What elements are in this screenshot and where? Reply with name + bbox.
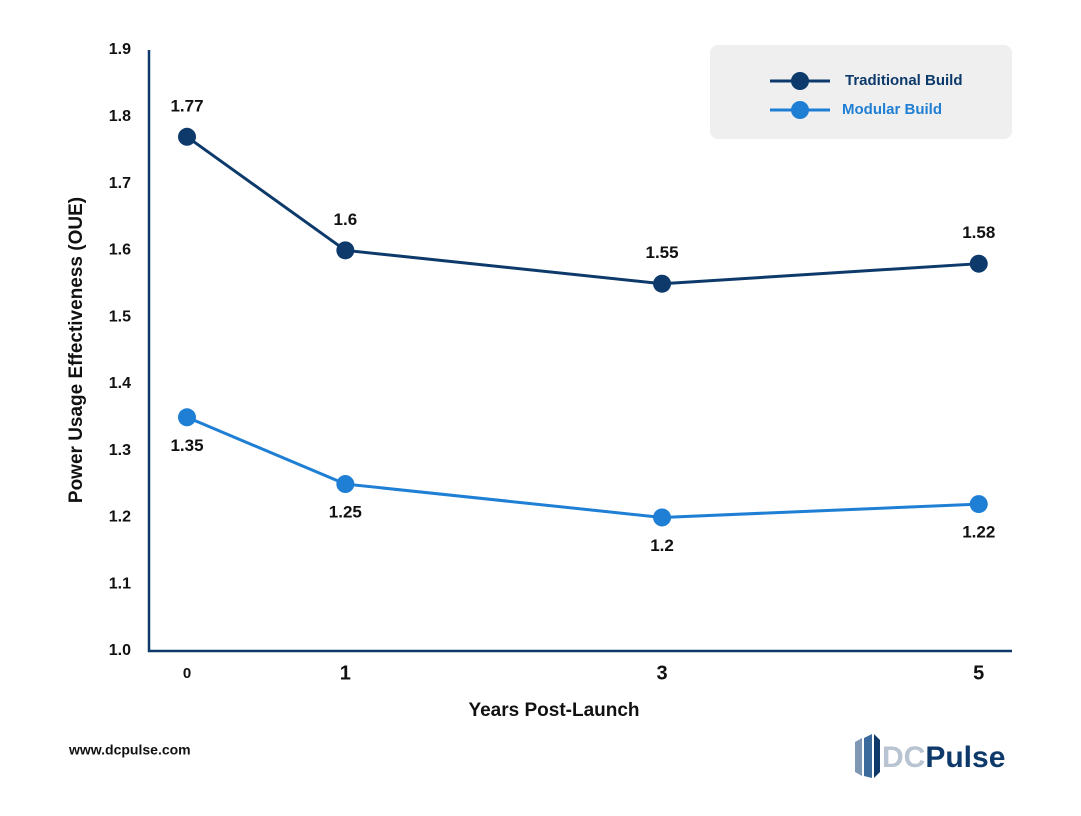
data-point [336, 241, 355, 260]
data-label: 1.58 [962, 223, 995, 242]
data-label: 1.25 [329, 503, 362, 522]
data-point [178, 408, 197, 427]
legend-marker [791, 72, 809, 90]
logo: DCPulse [882, 741, 1005, 774]
data-label: 1.55 [646, 243, 679, 262]
legend-marker [791, 101, 809, 119]
y-tick-label: 1.4 [109, 375, 131, 392]
y-tick-label: 1.6 [109, 242, 131, 259]
data-point [653, 274, 672, 293]
y-tick-label: 1.9 [109, 41, 131, 58]
data-label: 1.2 [650, 536, 674, 555]
data-label: 1.22 [962, 523, 995, 542]
data-point [653, 508, 672, 527]
legend-label: Modular Build [842, 101, 942, 118]
series-line [186, 415, 979, 519]
data-point [336, 475, 355, 494]
logo-dc: DC [882, 741, 925, 774]
data-point [969, 254, 988, 273]
y-tick-label: 1.8 [109, 108, 131, 125]
legend-box [710, 45, 1012, 139]
y-axis-title: Power Usage Effectiveness (OUE) [66, 197, 87, 503]
x-axis-title: Years Post-Launch [468, 700, 639, 721]
x-tick-label: 1 [340, 662, 351, 684]
data-label: 1.6 [334, 210, 358, 229]
y-tick-label: 1.7 [109, 175, 131, 192]
logo-pulse: Pulse [925, 741, 1005, 774]
data-label: 1.35 [170, 436, 203, 455]
series-line [186, 135, 979, 286]
y-tick-label: 1.0 [109, 642, 131, 659]
y-tick-label: 1.5 [109, 308, 131, 325]
data-point [178, 127, 197, 146]
data-point [969, 495, 988, 514]
legend-label: Traditional Build [845, 72, 963, 89]
source: www.dcpulse.com [68, 742, 191, 758]
x-tick-label: 5 [973, 662, 984, 684]
logo-icon [855, 734, 880, 778]
y-tick-label: 1.1 [109, 575, 131, 592]
y-tick-label: 1.2 [109, 509, 131, 526]
x-tick-label: 0 [183, 665, 191, 682]
y-tick-label: 1.3 [109, 442, 131, 459]
data-label: 1.77 [170, 96, 203, 115]
x-tick-label: 3 [656, 662, 667, 684]
